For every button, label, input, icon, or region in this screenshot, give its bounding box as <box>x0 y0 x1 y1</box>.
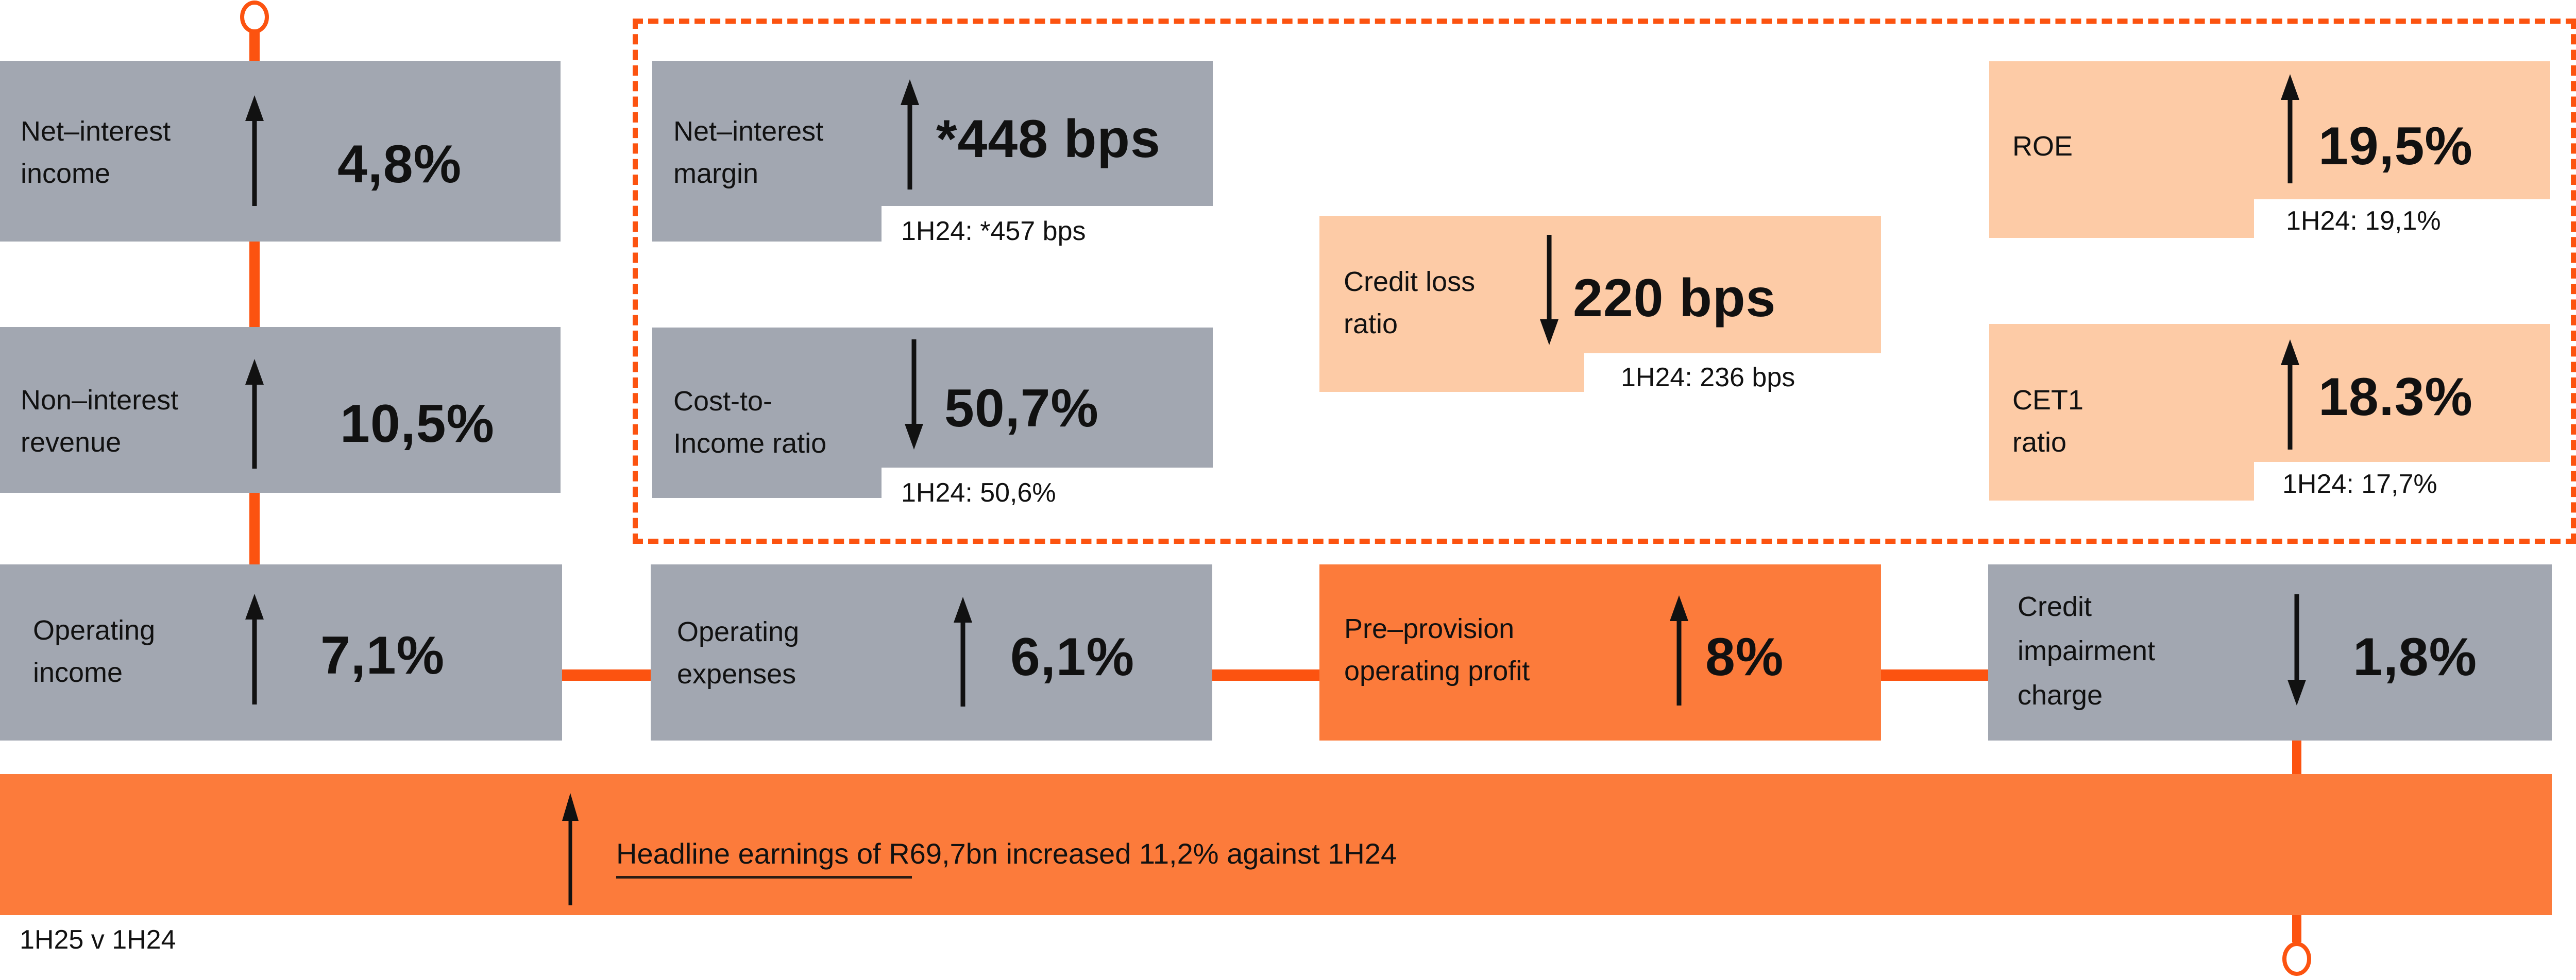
flow-value: 1,8% <box>2353 627 2478 687</box>
arrow-down-icon <box>905 339 923 450</box>
ratio-label: Cost-to- Income ratio <box>673 386 827 459</box>
flow-label: Pre–provision operating profit <box>1344 613 1530 686</box>
flow-label: Operating expenses <box>677 616 800 690</box>
prior-period-value: 1H24: 236 bps <box>1621 363 1795 392</box>
metric-label: Non–interest revenue <box>21 385 179 458</box>
arrow-down-icon <box>2287 594 2306 706</box>
ratio-value: 18.3% <box>2318 367 2473 427</box>
horizontal-connector-1 <box>562 669 652 681</box>
flow-value: 7,1% <box>320 626 445 685</box>
ratios-highlight-frame <box>633 19 2576 544</box>
flow-label: Credit impairment charge <box>2018 591 2156 711</box>
arrow-up-icon <box>245 359 264 469</box>
flow-operating-income: Operating income 7,1% <box>0 564 562 741</box>
period-footnote: 1H25 v 1H24 <box>20 925 176 955</box>
metric-net-interest-income: Net–interest income 4,8% <box>0 61 561 242</box>
arrow-up-icon <box>2281 339 2299 450</box>
prior-period-panel: 1H24: 17,7% <box>2254 462 2550 501</box>
headline-earnings-banner: Headline earnings of R69,7bn increased 1… <box>0 774 2552 915</box>
arrow-up-icon <box>1670 595 1688 706</box>
ratio-value: 220 bps <box>1573 268 1776 328</box>
arrow-down-icon <box>1540 235 1558 345</box>
prior-period-value: 1H24: *457 bps <box>901 216 1086 246</box>
arrow-up-icon <box>901 79 919 190</box>
headline-underline <box>616 876 912 879</box>
ratio-credit-loss: Credit loss ratio 220 bps 1H24: 236 bps <box>1319 216 1881 392</box>
vertical-connector-impairment <box>2292 740 2301 776</box>
prior-period-panel: 1H24: 50,6% <box>882 468 1213 508</box>
headline-earnings-link[interactable]: Headline earnings <box>616 837 849 870</box>
start-circle-icon <box>240 1 269 33</box>
horizontal-connector-2 <box>1212 669 1320 681</box>
ratio-label: CET1 ratio <box>2012 385 2084 458</box>
flow-operating-expenses: Operating expenses 6,1% <box>651 564 1212 741</box>
flow-credit-impairment-charge: Credit impairment charge 1,8% <box>1988 564 2552 741</box>
headline-earnings-detail: of R69,7bn increased 11,2% against 1H24 <box>849 837 1397 870</box>
arrow-up-icon <box>2281 74 2299 183</box>
flow-value: 8% <box>1705 627 1784 687</box>
ratio-value: *448 bps <box>936 109 1161 169</box>
metric-value: 10,5% <box>340 394 495 454</box>
ratio-net-interest-margin: Net–interest margin *448 bps 1H24: *457 b… <box>652 61 1213 246</box>
horizontal-connector-3 <box>1880 669 1989 681</box>
ratio-label: Net–interest margin <box>673 116 824 189</box>
ratio-value: 19,5% <box>2318 116 2473 176</box>
arrow-up-icon <box>954 597 972 707</box>
ratio-cet1: CET1 ratio 18.3% 1H24: 17,7% <box>1989 324 2550 501</box>
vertical-connector-bottom <box>2292 914 2301 942</box>
prior-period-panel: 1H24: *457 bps <box>882 206 1213 246</box>
metric-value: 4,8% <box>337 134 462 194</box>
arrow-up-icon <box>562 793 579 905</box>
end-circle-icon <box>2282 942 2311 976</box>
metric-label: Net–interest income <box>21 116 171 189</box>
prior-period-value: 1H24: 50,6% <box>901 478 1056 508</box>
ratio-cost-to-income: Cost-to- Income ratio 50,7% 1H24: 50,6% <box>652 328 1213 508</box>
flow-value: 6,1% <box>1010 627 1135 687</box>
prior-period-panel: 1H24: 236 bps <box>1584 353 1881 392</box>
flow-label: Operating income <box>33 615 156 688</box>
prior-period-value: 1H24: 19,1% <box>2286 206 2441 236</box>
headline-text: Headline earnings of R69,7bn increased 1… <box>616 837 1397 870</box>
prior-period-value: 1H24: 17,7% <box>2282 469 2437 499</box>
prior-period-panel: 1H24: 19,1% <box>2254 199 2550 238</box>
metric-non-interest-revenue: Non–interest revenue 10,5% <box>0 327 561 493</box>
flow-pre-provision-operating-profit: Pre–provision operating profit 8% <box>1319 564 1881 741</box>
ratio-label: ROE <box>2012 131 2073 162</box>
ratio-roe: ROE 19,5% 1H24: 19,1% <box>1989 61 2550 238</box>
ratio-label: Credit loss ratio <box>1344 266 1476 339</box>
arrow-up-icon <box>245 95 264 206</box>
ratio-value: 50,7% <box>944 379 1099 438</box>
arrow-up-icon <box>245 594 264 704</box>
